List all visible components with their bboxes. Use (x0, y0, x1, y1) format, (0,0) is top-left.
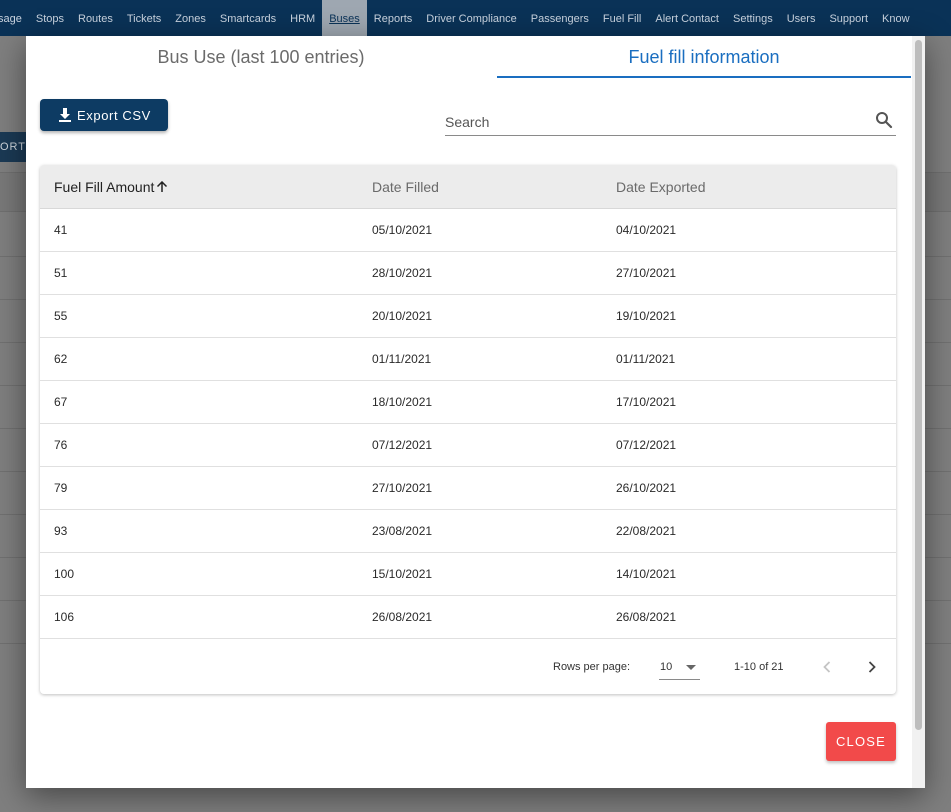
caret-down-icon (686, 665, 696, 670)
cell-date-filled: 01/11/2021 (372, 352, 432, 366)
cell-fuel-fill-amount: 93 (54, 524, 68, 538)
cell-date-filled: 26/08/2021 (372, 610, 433, 624)
nav-item-passengers[interactable]: Passengers (530, 13, 589, 25)
cell-date-exported: 14/10/2021 (616, 567, 677, 581)
cell-date-exported: 07/12/2021 (616, 438, 677, 452)
nav-item-hrm[interactable]: HRM (290, 13, 316, 25)
cell-fuel-fill-amount: 100 (54, 567, 75, 581)
column-header-label: Fuel Fill Amount (54, 179, 155, 195)
export-csv-label: Export CSV (77, 107, 151, 123)
column-header-date-filled[interactable]: Date Filled (372, 179, 439, 195)
nav-item-driver-compliance[interactable]: Driver Compliance (426, 13, 517, 25)
cell-fuel-fill-amount: 76 (54, 438, 68, 452)
table-row: 67 18/10/2021 17/10/2021 (40, 381, 896, 424)
table-row: 55 20/10/2021 19/10/2021 (40, 295, 896, 338)
table-header: Fuel Fill Amount Date Filled Date Export… (40, 165, 896, 209)
table-row: 41 05/10/2021 04/10/2021 (40, 209, 896, 252)
cell-fuel-fill-amount: 79 (54, 481, 68, 495)
cell-date-filled: 23/08/2021 (372, 524, 433, 538)
cell-date-exported: 04/10/2021 (616, 223, 677, 237)
cell-fuel-fill-amount: 41 (54, 223, 68, 237)
nav-item-users[interactable]: Users (786, 13, 816, 25)
nav-item-smartcards[interactable]: Smartcards (219, 13, 277, 25)
table-row: 76 07/12/2021 07/12/2021 (40, 424, 896, 467)
column-header-date-exported[interactable]: Date Exported (616, 179, 706, 195)
cell-fuel-fill-amount: 51 (54, 266, 68, 280)
cell-fuel-fill-amount: 62 (54, 352, 68, 366)
nav-item-stops[interactable]: Stops (35, 13, 64, 25)
nav-item-message[interactable]: sage (0, 13, 22, 25)
search-icon[interactable] (875, 111, 893, 129)
tab-fuel-fill-information[interactable]: Fuel fill information (628, 47, 780, 67)
cell-fuel-fill-amount: 55 (54, 309, 68, 323)
nav-item-settings[interactable]: Settings (732, 13, 773, 25)
table-row: 62 01/11/2021 01/11/2021 (40, 338, 896, 381)
cell-date-filled: 20/10/2021 (372, 309, 433, 323)
cell-date-exported: 19/10/2021 (616, 309, 677, 323)
nav-item-knowledge[interactable]: Know (882, 13, 910, 25)
table-row: 51 28/10/2021 27/10/2021 (40, 252, 896, 295)
nav-item-alert-contact[interactable]: Alert Contact (655, 13, 719, 25)
nav-item-fuel-fill[interactable]: Fuel Fill (602, 13, 642, 25)
table-row: 100 15/10/2021 14/10/2021 (40, 553, 896, 596)
cell-date-filled: 07/12/2021 (372, 438, 433, 452)
cell-date-exported: 26/08/2021 (616, 610, 677, 624)
nav-item-reports[interactable]: Reports (373, 13, 413, 25)
rows-per-page-label: Rows per page: (553, 661, 631, 673)
cell-date-filled: 27/10/2021 (372, 481, 433, 495)
rows-per-page-select[interactable]: 10 (659, 654, 700, 680)
cell-fuel-fill-amount: 106 (54, 610, 75, 624)
table-row: 93 23/08/2021 22/08/2021 (40, 510, 896, 553)
table-row: 79 27/10/2021 26/10/2021 (40, 467, 896, 510)
cell-date-exported: 26/10/2021 (616, 481, 677, 495)
download-icon (59, 108, 72, 122)
cell-date-exported: 22/08/2021 (616, 524, 677, 538)
search-input[interactable] (445, 110, 865, 134)
cell-date-filled: 05/10/2021 (372, 223, 433, 237)
nav-item-zones[interactable]: Zones (175, 13, 206, 25)
cell-fuel-fill-amount: 67 (54, 395, 68, 409)
tab-bus-use[interactable]: Bus Use (last 100 entries) (157, 47, 365, 67)
pagination-range: 1-10 of 21 (734, 661, 784, 673)
cell-date-filled: 15/10/2021 (372, 567, 433, 581)
active-tab-indicator (497, 76, 911, 78)
column-header-fuel-fill-amount[interactable]: Fuel Fill Amount (54, 165, 168, 209)
arrow-up-icon (157, 181, 168, 193)
background-report-button: ORT (0, 132, 30, 162)
cell-date-filled: 28/10/2021 (372, 266, 433, 280)
nav-item-routes[interactable]: Routes (78, 13, 113, 25)
cell-date-exported: 17/10/2021 (616, 395, 677, 409)
cell-date-filled: 18/10/2021 (372, 395, 433, 409)
dialog-scrollbar-thumb[interactable] (915, 40, 922, 730)
rows-per-page-value: 10 (660, 661, 673, 673)
chevron-right-icon[interactable] (862, 657, 882, 677)
table-row: 106 26/08/2021 26/08/2021 (40, 596, 896, 639)
cell-date-exported: 01/11/2021 (616, 352, 676, 366)
nav-item-buses[interactable]: Buses (322, 0, 367, 36)
top-navigation: sage Stops Routes Tickets Zones Smartcar… (0, 0, 951, 36)
cell-date-exported: 27/10/2021 (616, 266, 677, 280)
nav-item-tickets[interactable]: Tickets (126, 13, 162, 25)
search-field (445, 108, 896, 136)
export-csv-button[interactable]: Export CSV (40, 99, 168, 131)
chevron-left-icon[interactable] (817, 657, 837, 677)
close-button[interactable]: CLOSE (826, 722, 896, 761)
nav-item-support[interactable]: Support (829, 13, 868, 25)
table-pagination: Rows per page: 10 1-10 of 21 (40, 640, 896, 694)
fuel-fill-table: Fuel Fill Amount Date Filled Date Export… (40, 165, 896, 694)
